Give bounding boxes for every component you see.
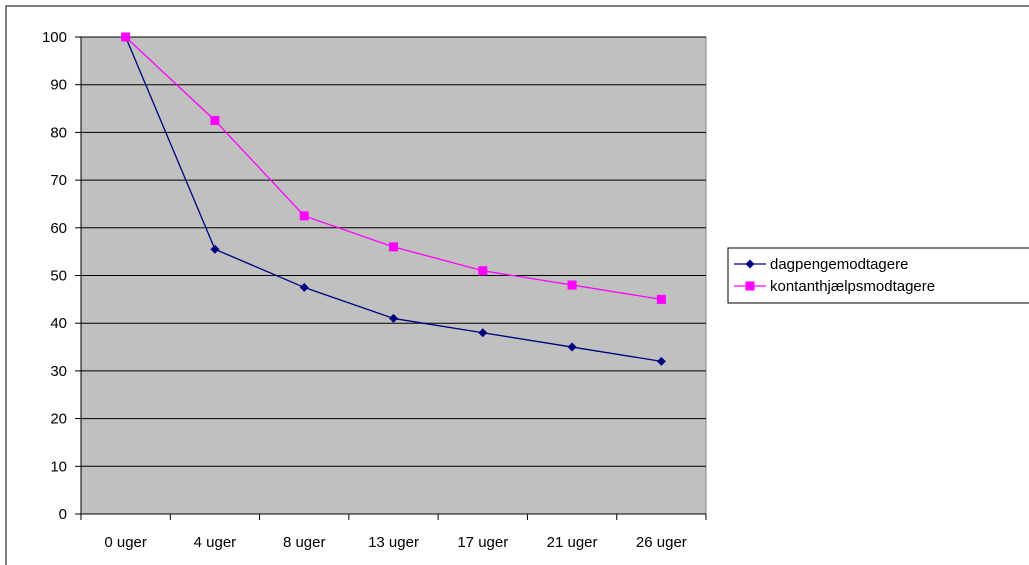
legend-marker xyxy=(745,281,755,291)
y-tick-label: 80 xyxy=(50,124,67,141)
legend-label: dagpengemodtagere xyxy=(770,256,908,273)
y-tick-label: 10 xyxy=(50,458,67,475)
data-point xyxy=(478,328,488,338)
data-point xyxy=(389,313,398,323)
x-tick-label: 26 uger xyxy=(636,534,687,551)
series-kontanthjælpsmodtagere xyxy=(121,32,666,304)
y-tick-label: 70 xyxy=(50,172,67,189)
data-point xyxy=(567,280,577,290)
x-tick-label: 21 uger xyxy=(547,534,598,551)
data-point xyxy=(656,294,666,304)
x-tick-label: 17 uger xyxy=(457,534,508,551)
data-point xyxy=(656,356,666,366)
legend-marker xyxy=(745,259,755,269)
data-point xyxy=(567,342,577,352)
x-tick-label: 8 uger xyxy=(283,534,326,551)
legend-label: kontanthjælpsmodtagere xyxy=(770,278,935,295)
data-point xyxy=(299,211,309,221)
x-tick-label: 4 uger xyxy=(194,534,237,551)
gridlines xyxy=(81,36,706,467)
x-tick-label: 0 uger xyxy=(104,534,147,551)
y-tick-label: 100 xyxy=(42,29,67,46)
y-tick-label: 40 xyxy=(50,315,67,332)
data-point xyxy=(121,32,131,42)
axes: 0 10 20 30 40 50 60 70 80 90 100 0 uger 4 uger 8 uger… xyxy=(42,29,707,551)
data-point xyxy=(210,115,220,125)
y-tick-label: 60 xyxy=(50,220,67,237)
y-tick-label: 20 xyxy=(50,411,67,428)
data-point xyxy=(299,282,309,292)
data-point xyxy=(478,266,488,276)
series-layer xyxy=(121,32,666,366)
y-tick-label: 50 xyxy=(50,268,67,285)
data-point xyxy=(210,244,220,254)
data-point xyxy=(389,242,398,252)
legend: dagpengemodtagere kontanthjælpsmodtagere xyxy=(727,247,1029,304)
y-tick-label: 30 xyxy=(50,363,67,380)
legend-box xyxy=(727,247,1029,304)
y-tick-label: 90 xyxy=(50,77,67,94)
y-tick-label: 0 xyxy=(59,506,67,523)
x-tick-label: 13 uger xyxy=(368,534,419,551)
